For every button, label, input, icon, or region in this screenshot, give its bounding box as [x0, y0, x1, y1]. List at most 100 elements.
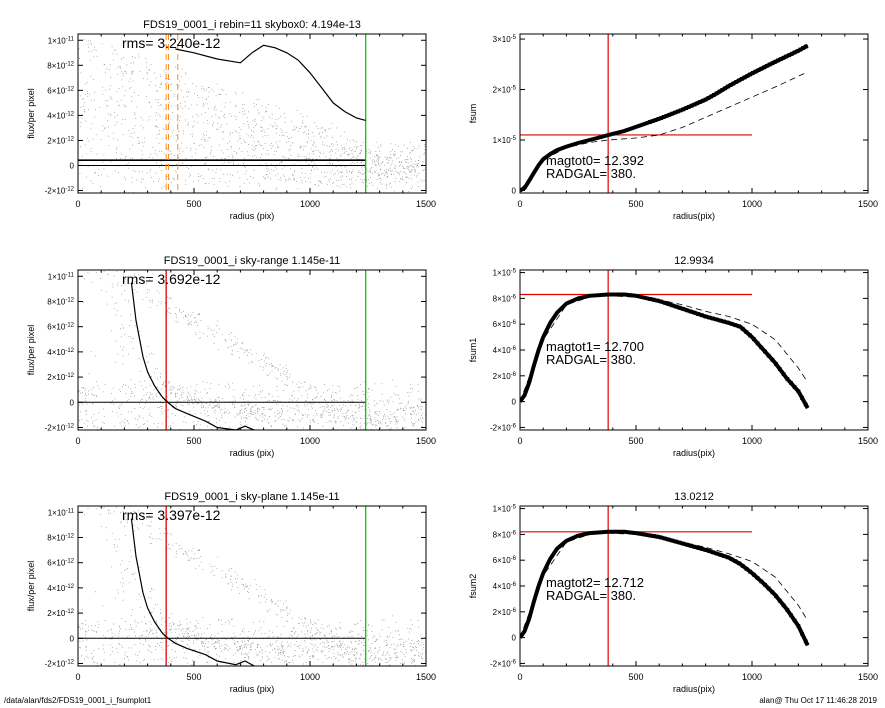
scatter-point [331, 409, 333, 411]
scatter-point [93, 450, 94, 451]
scatter-point [277, 418, 279, 420]
scatter-point [273, 399, 275, 401]
scatter-point [368, 624, 369, 626]
scatter-point [344, 644, 346, 646]
scatter-point [145, 639, 146, 641]
scatter-point [362, 662, 363, 663]
scatter-point [259, 620, 261, 622]
scatter-point [400, 643, 401, 645]
scatter-point [283, 134, 285, 136]
scatter-point [371, 424, 373, 425]
scatter-point [228, 412, 230, 414]
scatter-point [305, 618, 306, 620]
scatter-point [294, 397, 295, 399]
scatter-point [111, 283, 113, 285]
scatter-point [233, 625, 235, 627]
scatter-point [379, 434, 380, 435]
scatter-point [111, 98, 113, 100]
scatter-point [106, 237, 107, 238]
scatter-point [148, 644, 150, 646]
scatter-point [243, 405, 245, 407]
scatter-point [333, 635, 335, 637]
scatter-point [236, 646, 237, 648]
scatter-point [98, 168, 100, 170]
scatter-point [277, 410, 279, 412]
scatter-point [92, 183, 94, 185]
scatter-point [160, 410, 162, 412]
scatter-point [120, 67, 122, 69]
scatter-point [270, 645, 272, 646]
scatter-point [112, 636, 114, 638]
scatter-point [160, 83, 161, 85]
scatter-point [309, 181, 311, 183]
scatter-point [392, 400, 394, 402]
scatter-point [415, 160, 417, 162]
scatter-point [283, 156, 285, 158]
scatter-point [274, 421, 276, 422]
scatter-point [420, 398, 422, 400]
scatter-point [210, 383, 212, 384]
scatter-point [407, 402, 409, 404]
scatter-point [94, 99, 95, 101]
scatter-point [132, 80, 134, 82]
scatter-point [222, 173, 224, 175]
scatter-point [213, 646, 215, 648]
scatter-point [130, 396, 132, 397]
scatter-point [285, 179, 287, 180]
growth-marker [722, 319, 727, 324]
scatter-point [242, 412, 243, 414]
scatter-point [381, 383, 383, 385]
scatter-point [236, 153, 238, 154]
scatter-point [289, 417, 290, 419]
scatter-point [354, 647, 356, 649]
scatter-point [253, 622, 254, 623]
scatter-point [204, 139, 206, 141]
scatter-point [317, 392, 319, 394]
scatter-point [398, 173, 400, 175]
scatter-point [280, 179, 282, 181]
scatter-point [186, 623, 188, 625]
scatter-point [401, 687, 402, 688]
scatter-point [207, 651, 209, 652]
scatter-point [79, 489, 80, 490]
scatter-point [390, 167, 391, 169]
scatter-point [247, 658, 249, 659]
scatter-point [388, 673, 389, 674]
scatter-point [122, 75, 124, 77]
scatter-point [326, 172, 328, 173]
scatter-point [331, 630, 333, 632]
scatter-point [111, 651, 113, 652]
scatter-point [381, 659, 383, 661]
scatter-point [317, 423, 319, 424]
scatter-point [285, 660, 287, 662]
scatter-point [279, 416, 281, 417]
scatter-point [213, 106, 215, 108]
scatter-point [171, 649, 173, 651]
scatter-point [207, 96, 209, 98]
scatter-point [229, 134, 231, 136]
scatter-point [223, 115, 224, 117]
scatter-point [319, 633, 321, 635]
scatter-point [253, 146, 255, 148]
scatter-point [176, 641, 177, 643]
scatter-point [280, 650, 282, 652]
scatter-point [164, 72, 166, 74]
scatter-point [391, 413, 393, 415]
scatter-point [187, 400, 189, 401]
scatter-point [214, 646, 216, 647]
scatter-point [170, 182, 172, 183]
scatter-point [111, 46, 113, 48]
scatter-point [324, 144, 325, 146]
scatter-point [285, 609, 287, 611]
scatter-point [86, 639, 88, 641]
scatter-point [250, 645, 252, 647]
scatter-point [313, 151, 314, 152]
scatter-point [90, 213, 91, 214]
scatter-point [170, 135, 172, 137]
scatter-point [195, 158, 197, 160]
scatter-point [214, 648, 216, 649]
growth-marker [664, 114, 669, 118]
scatter-point [126, 420, 128, 421]
scatter-point [413, 643, 415, 644]
scatter-point [380, 422, 381, 424]
